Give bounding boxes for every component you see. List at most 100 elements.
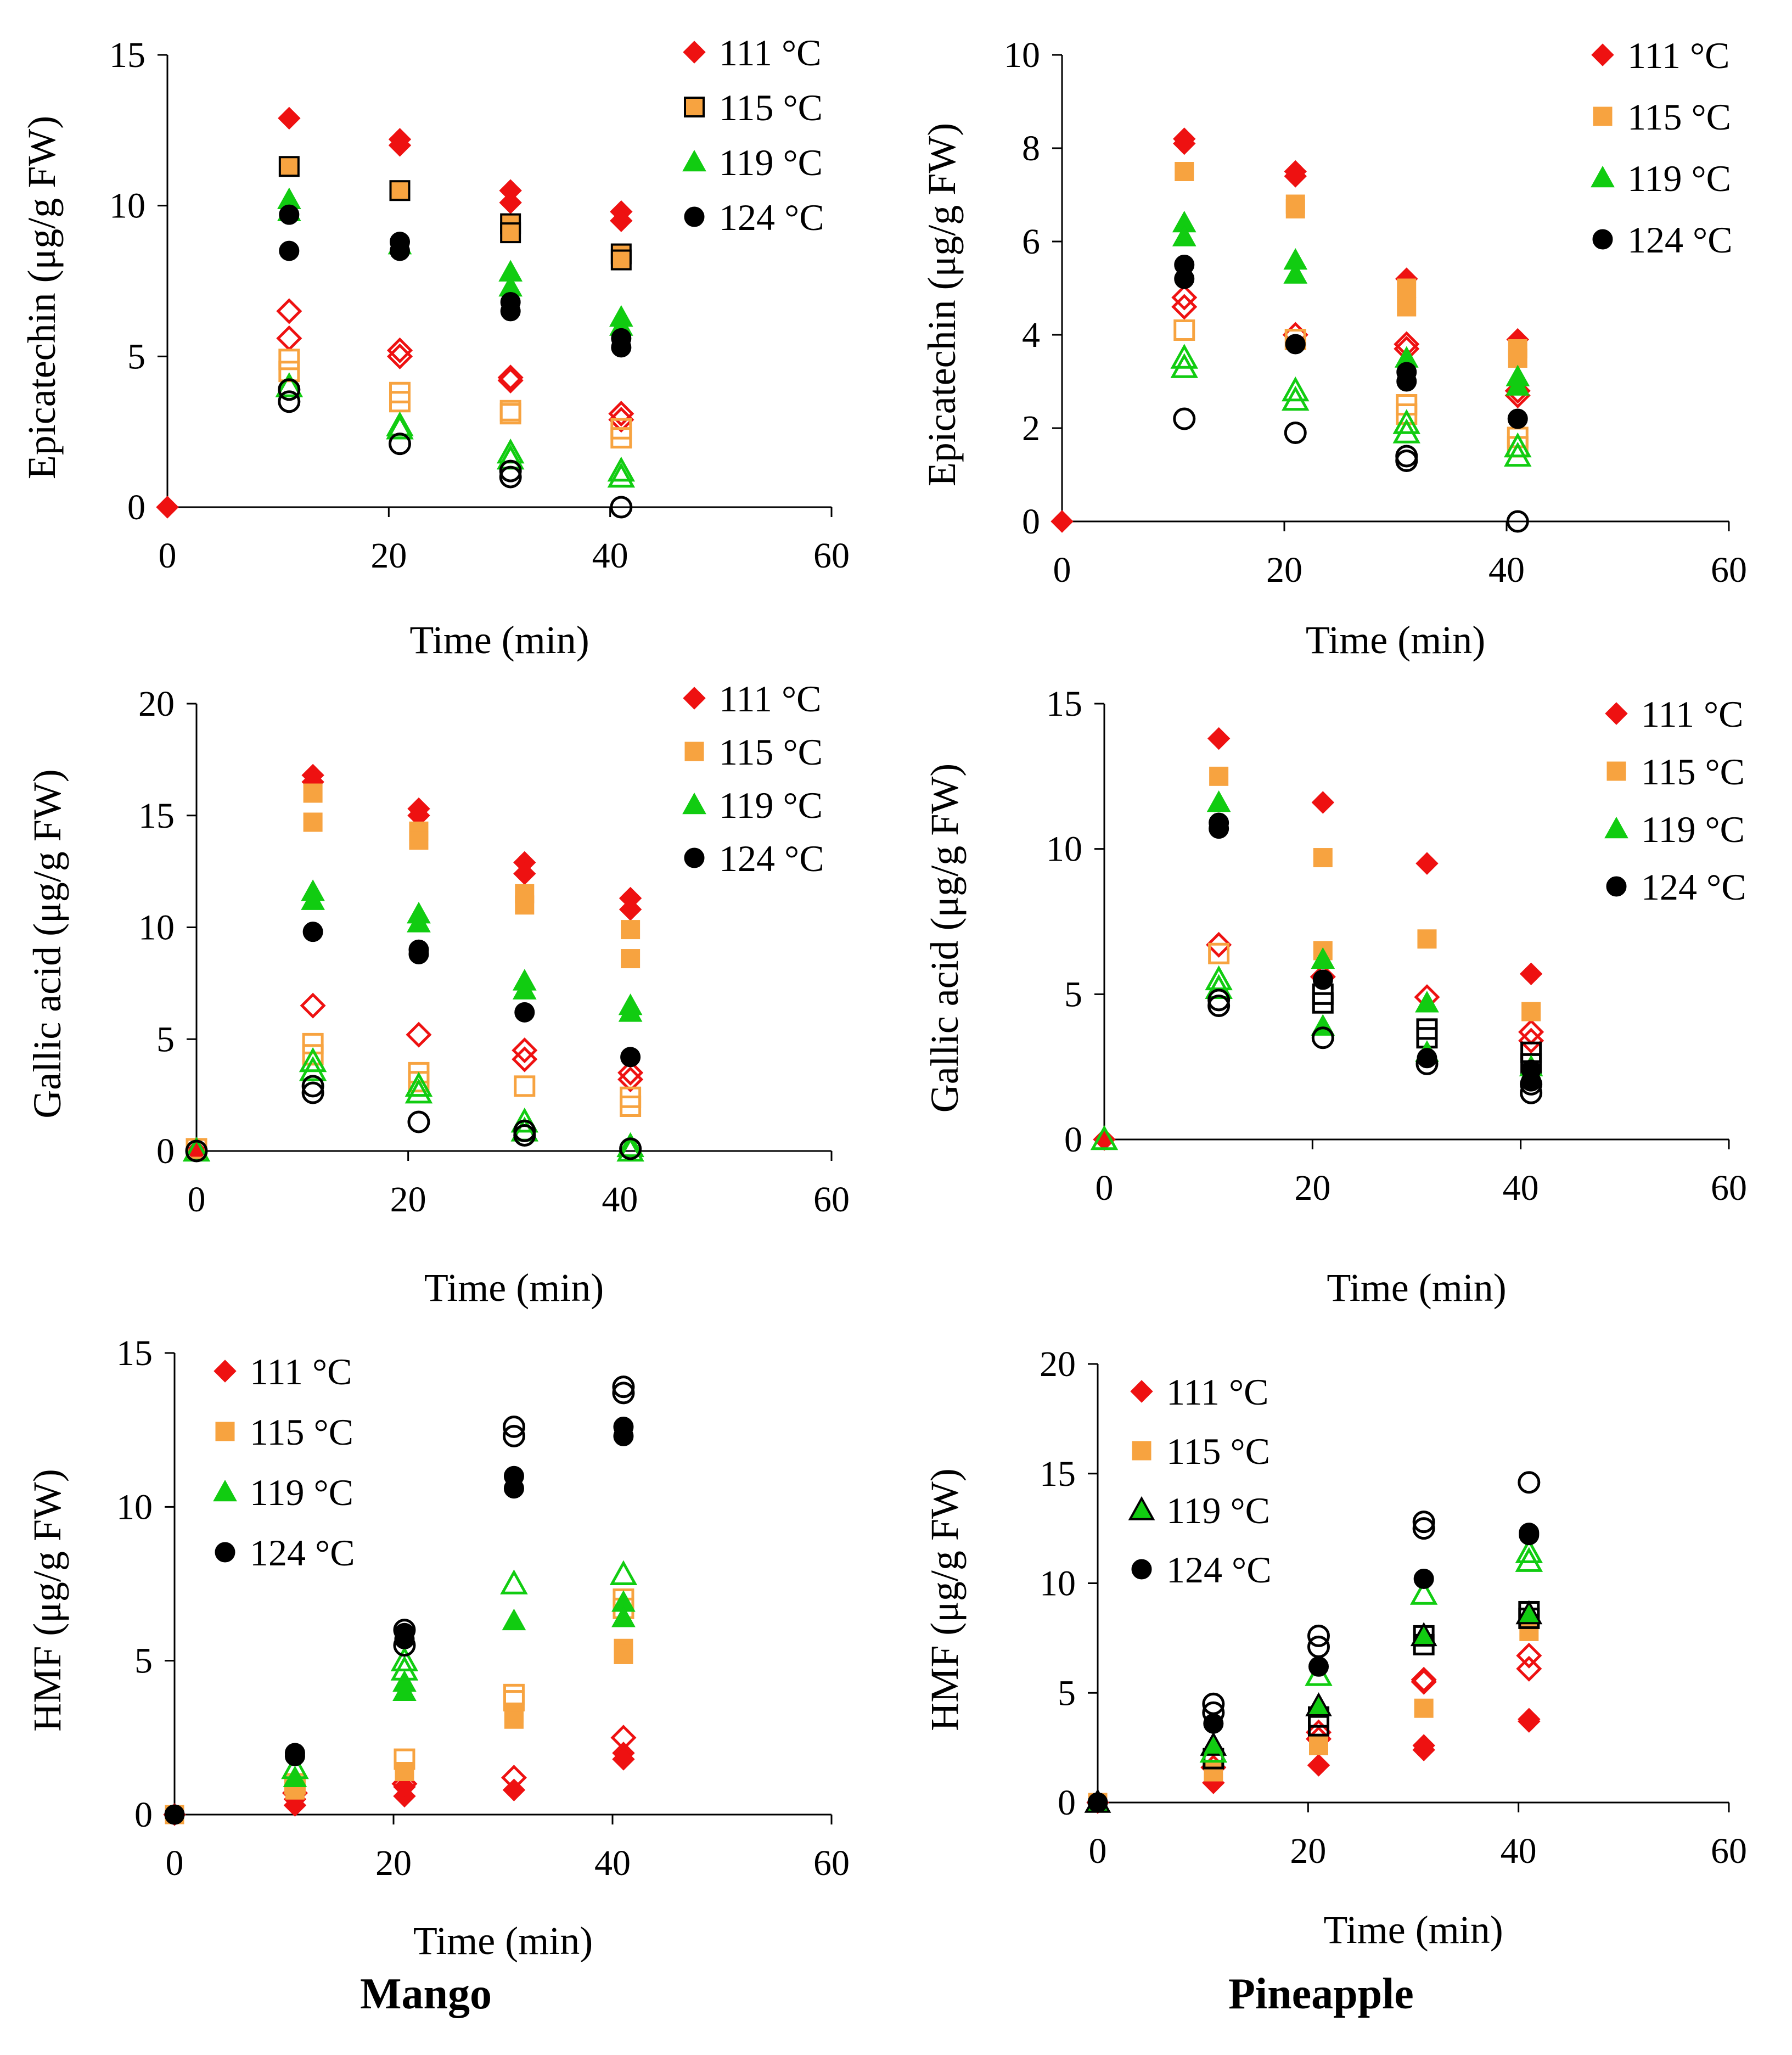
legend-label: 119 °C — [719, 784, 823, 826]
data-point — [407, 911, 431, 933]
legend-label: 111 °C — [719, 678, 822, 720]
data-point — [1090, 1125, 1119, 1150]
data-point — [503, 1478, 524, 1499]
chart-panel-4: 0 20 40 60 0 5 10 15 Time (min) Gallic acid (μg/g… — [923, 684, 1747, 1310]
data-point — [394, 1748, 415, 1770]
data-point — [1307, 1635, 1330, 1658]
y-tick-label: 5 — [156, 1019, 175, 1059]
x-tick-label: 0 — [1096, 1168, 1114, 1208]
data-point — [1207, 995, 1231, 1018]
y-tick-label: 10 — [116, 1487, 153, 1527]
data-point — [513, 1124, 536, 1147]
legend-label: 111 °C — [250, 1351, 352, 1393]
data-point — [504, 1709, 524, 1729]
legend-label: 119 °C — [1627, 158, 1731, 199]
x-axis-label: Time (min) — [1327, 1266, 1506, 1310]
legend-marker — [684, 847, 705, 868]
chart-panel-2: 0 20 40 60 0 2 4 6 8 10 Time (min) Epicatechin (μg/… — [920, 35, 1747, 662]
data-point — [1284, 422, 1307, 444]
data-point — [1312, 969, 1333, 990]
data-point — [621, 949, 641, 969]
data-point — [302, 922, 323, 942]
data-point — [1414, 1698, 1434, 1718]
data-point — [1284, 165, 1307, 188]
legend-marker — [1132, 1441, 1151, 1461]
legend-label: 111 °C — [719, 32, 822, 74]
legend-marker — [1604, 816, 1628, 839]
x-tick-label: 0 — [166, 1843, 184, 1883]
data-point — [303, 812, 323, 832]
data-point — [1209, 766, 1229, 786]
legend-label: 119 °C — [1166, 1490, 1270, 1531]
data-point — [1411, 1666, 1437, 1693]
data-point — [1308, 1656, 1329, 1677]
data-point — [1397, 278, 1417, 298]
x-axis-label: Time (min) — [413, 1919, 593, 1963]
data-point — [408, 944, 429, 964]
y-axis-label: HMF (μg/g FW) — [25, 1469, 69, 1732]
data-point — [300, 992, 326, 1019]
y-tick-label: 8 — [1022, 128, 1040, 169]
data-point — [502, 1416, 525, 1439]
data-point — [499, 465, 522, 489]
data-point — [1206, 790, 1231, 812]
data-point — [299, 1056, 327, 1081]
data-point — [278, 106, 301, 130]
legend-marker — [215, 1422, 235, 1441]
y-tick-label: 2 — [1022, 408, 1040, 448]
data-point — [405, 1078, 433, 1104]
legend: 111 °C 115 °C 119 °C 124 °C — [682, 678, 824, 879]
data-point — [610, 427, 632, 449]
legend-label: 119 °C — [250, 1472, 353, 1513]
data-point — [617, 1066, 644, 1093]
data-point — [1412, 1517, 1435, 1540]
data-point — [612, 1382, 635, 1405]
data-point — [515, 895, 535, 915]
data-point — [405, 1071, 433, 1097]
x-tick-label: 0 — [1053, 550, 1071, 590]
data-point — [1516, 1642, 1542, 1669]
legend-label: 115 °C — [1627, 96, 1731, 138]
x-tick-label: 60 — [813, 536, 850, 576]
y-tick-label: 10 — [1040, 1564, 1076, 1604]
data-point — [299, 1047, 327, 1073]
y-tick-label: 15 — [1040, 1454, 1076, 1494]
data-point — [510, 1107, 539, 1133]
y-tick-label: 20 — [138, 684, 175, 724]
y-tick-label: 6 — [1022, 222, 1040, 262]
legend-label: 115 °C — [719, 731, 823, 773]
x-axis-label: Time (min) — [424, 1266, 604, 1310]
x-tick-label: 40 — [1488, 550, 1525, 590]
data-point — [500, 222, 521, 244]
data-point — [1204, 1762, 1223, 1782]
data-point — [393, 1634, 416, 1657]
data-point — [1309, 1736, 1328, 1755]
data-point — [1397, 297, 1417, 317]
data-point — [389, 180, 411, 201]
data-point — [1415, 1052, 1439, 1075]
legend-marker — [214, 1360, 237, 1383]
data-point — [281, 1754, 309, 1779]
data-point — [1282, 385, 1310, 411]
data-point — [607, 456, 636, 482]
data-point — [612, 1375, 635, 1399]
data-point — [1508, 349, 1527, 368]
data-point — [275, 372, 304, 397]
legend-label: 124 °C — [719, 196, 824, 238]
data-point — [278, 390, 301, 413]
y-tick-label: 15 — [138, 796, 175, 836]
data-point — [1410, 1622, 1437, 1647]
data-point — [497, 364, 524, 391]
data-point — [501, 1765, 527, 1791]
data-point — [1415, 852, 1439, 875]
data-point — [1518, 1019, 1544, 1045]
legend-marker — [1592, 229, 1613, 250]
data-point — [500, 301, 521, 322]
legend-label: 124 °C — [1641, 866, 1746, 908]
data-point — [1409, 1580, 1438, 1605]
data-point — [616, 1136, 644, 1162]
data-point — [1199, 1737, 1228, 1763]
data-point — [1312, 992, 1334, 1014]
data-point — [1285, 199, 1305, 218]
data-point — [1173, 407, 1196, 430]
